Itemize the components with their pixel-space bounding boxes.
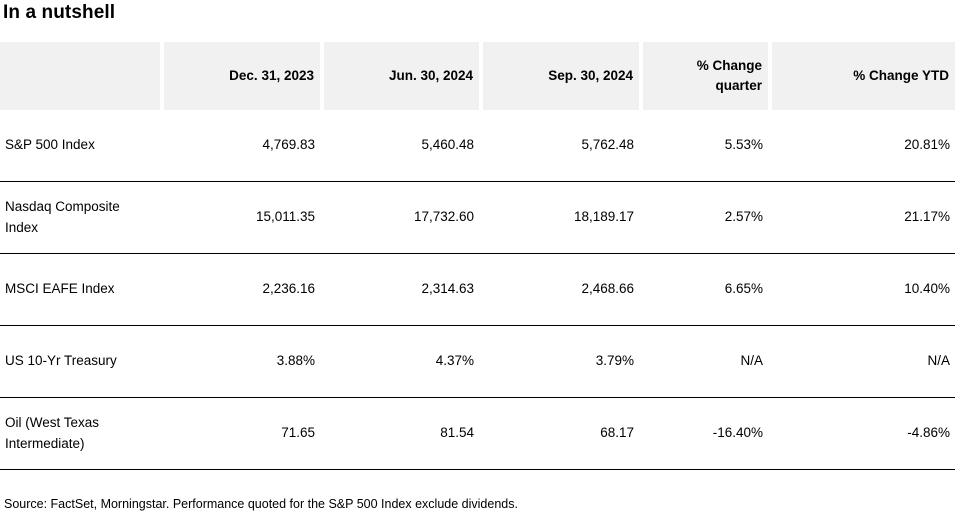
cell-value: 68.17 <box>479 398 639 470</box>
cell-value: 2,236.16 <box>160 254 320 326</box>
table-header: Dec. 31, 2023 Jun. 30, 2024 Sep. 30, 202… <box>0 42 955 110</box>
table-body: S&P 500 Index 4,769.83 5,460.48 5,762.48… <box>0 110 955 470</box>
row-label: MSCI EAFE Index <box>0 254 160 326</box>
cell-value: 17,732.60 <box>320 182 479 254</box>
row-label: Nasdaq Composite Index <box>0 182 160 254</box>
table-row: Nasdaq Composite Index 15,011.35 17,732.… <box>0 182 955 254</box>
cell-value: -16.40% <box>639 398 768 470</box>
cell-value: -4.86% <box>768 398 955 470</box>
summary-table: Dec. 31, 2023 Jun. 30, 2024 Sep. 30, 202… <box>0 42 955 470</box>
cell-value: 6.65% <box>639 254 768 326</box>
cell-value: 2,468.66 <box>479 254 639 326</box>
cell-value: 20.81% <box>768 110 955 182</box>
cell-value: 81.54 <box>320 398 479 470</box>
cell-value: 21.17% <box>768 182 955 254</box>
cell-value: 2,314.63 <box>320 254 479 326</box>
cell-value: 3.79% <box>479 326 639 398</box>
cell-value: 71.65 <box>160 398 320 470</box>
cell-value: 5.53% <box>639 110 768 182</box>
row-label: US 10-Yr Treasury <box>0 326 160 398</box>
page-title: In a nutshell <box>3 2 116 23</box>
header-row: Dec. 31, 2023 Jun. 30, 2024 Sep. 30, 202… <box>0 42 955 110</box>
table-row: S&P 500 Index 4,769.83 5,460.48 5,762.48… <box>0 110 955 182</box>
column-header-dec-2023: Dec. 31, 2023 <box>160 42 320 110</box>
cell-value: 18,189.17 <box>479 182 639 254</box>
column-header-blank <box>0 42 160 110</box>
cell-value: 15,011.35 <box>160 182 320 254</box>
table-row: MSCI EAFE Index 2,236.16 2,314.63 2,468.… <box>0 254 955 326</box>
table-row: Oil (West Texas Intermediate) 71.65 81.5… <box>0 398 955 470</box>
cell-value: 5,460.48 <box>320 110 479 182</box>
cell-value: N/A <box>768 326 955 398</box>
cell-value: 4.37% <box>320 326 479 398</box>
cell-value: 5,762.48 <box>479 110 639 182</box>
cell-value: 10.40% <box>768 254 955 326</box>
row-label: Oil (West Texas Intermediate) <box>0 398 160 470</box>
column-header-sep-2024: Sep. 30, 2024 <box>479 42 639 110</box>
source-note: Source: FactSet, Morningstar. Performanc… <box>4 497 518 511</box>
table-row: US 10-Yr Treasury 3.88% 4.37% 3.79% N/A … <box>0 326 955 398</box>
cell-value: 4,769.83 <box>160 110 320 182</box>
row-label: S&P 500 Index <box>0 110 160 182</box>
column-header-change-quarter: % Change quarter <box>639 42 768 110</box>
column-header-jun-2024: Jun. 30, 2024 <box>320 42 479 110</box>
cell-value: N/A <box>639 326 768 398</box>
cell-value: 3.88% <box>160 326 320 398</box>
column-header-change-ytd: % Change YTD <box>768 42 955 110</box>
cell-value: 2.57% <box>639 182 768 254</box>
